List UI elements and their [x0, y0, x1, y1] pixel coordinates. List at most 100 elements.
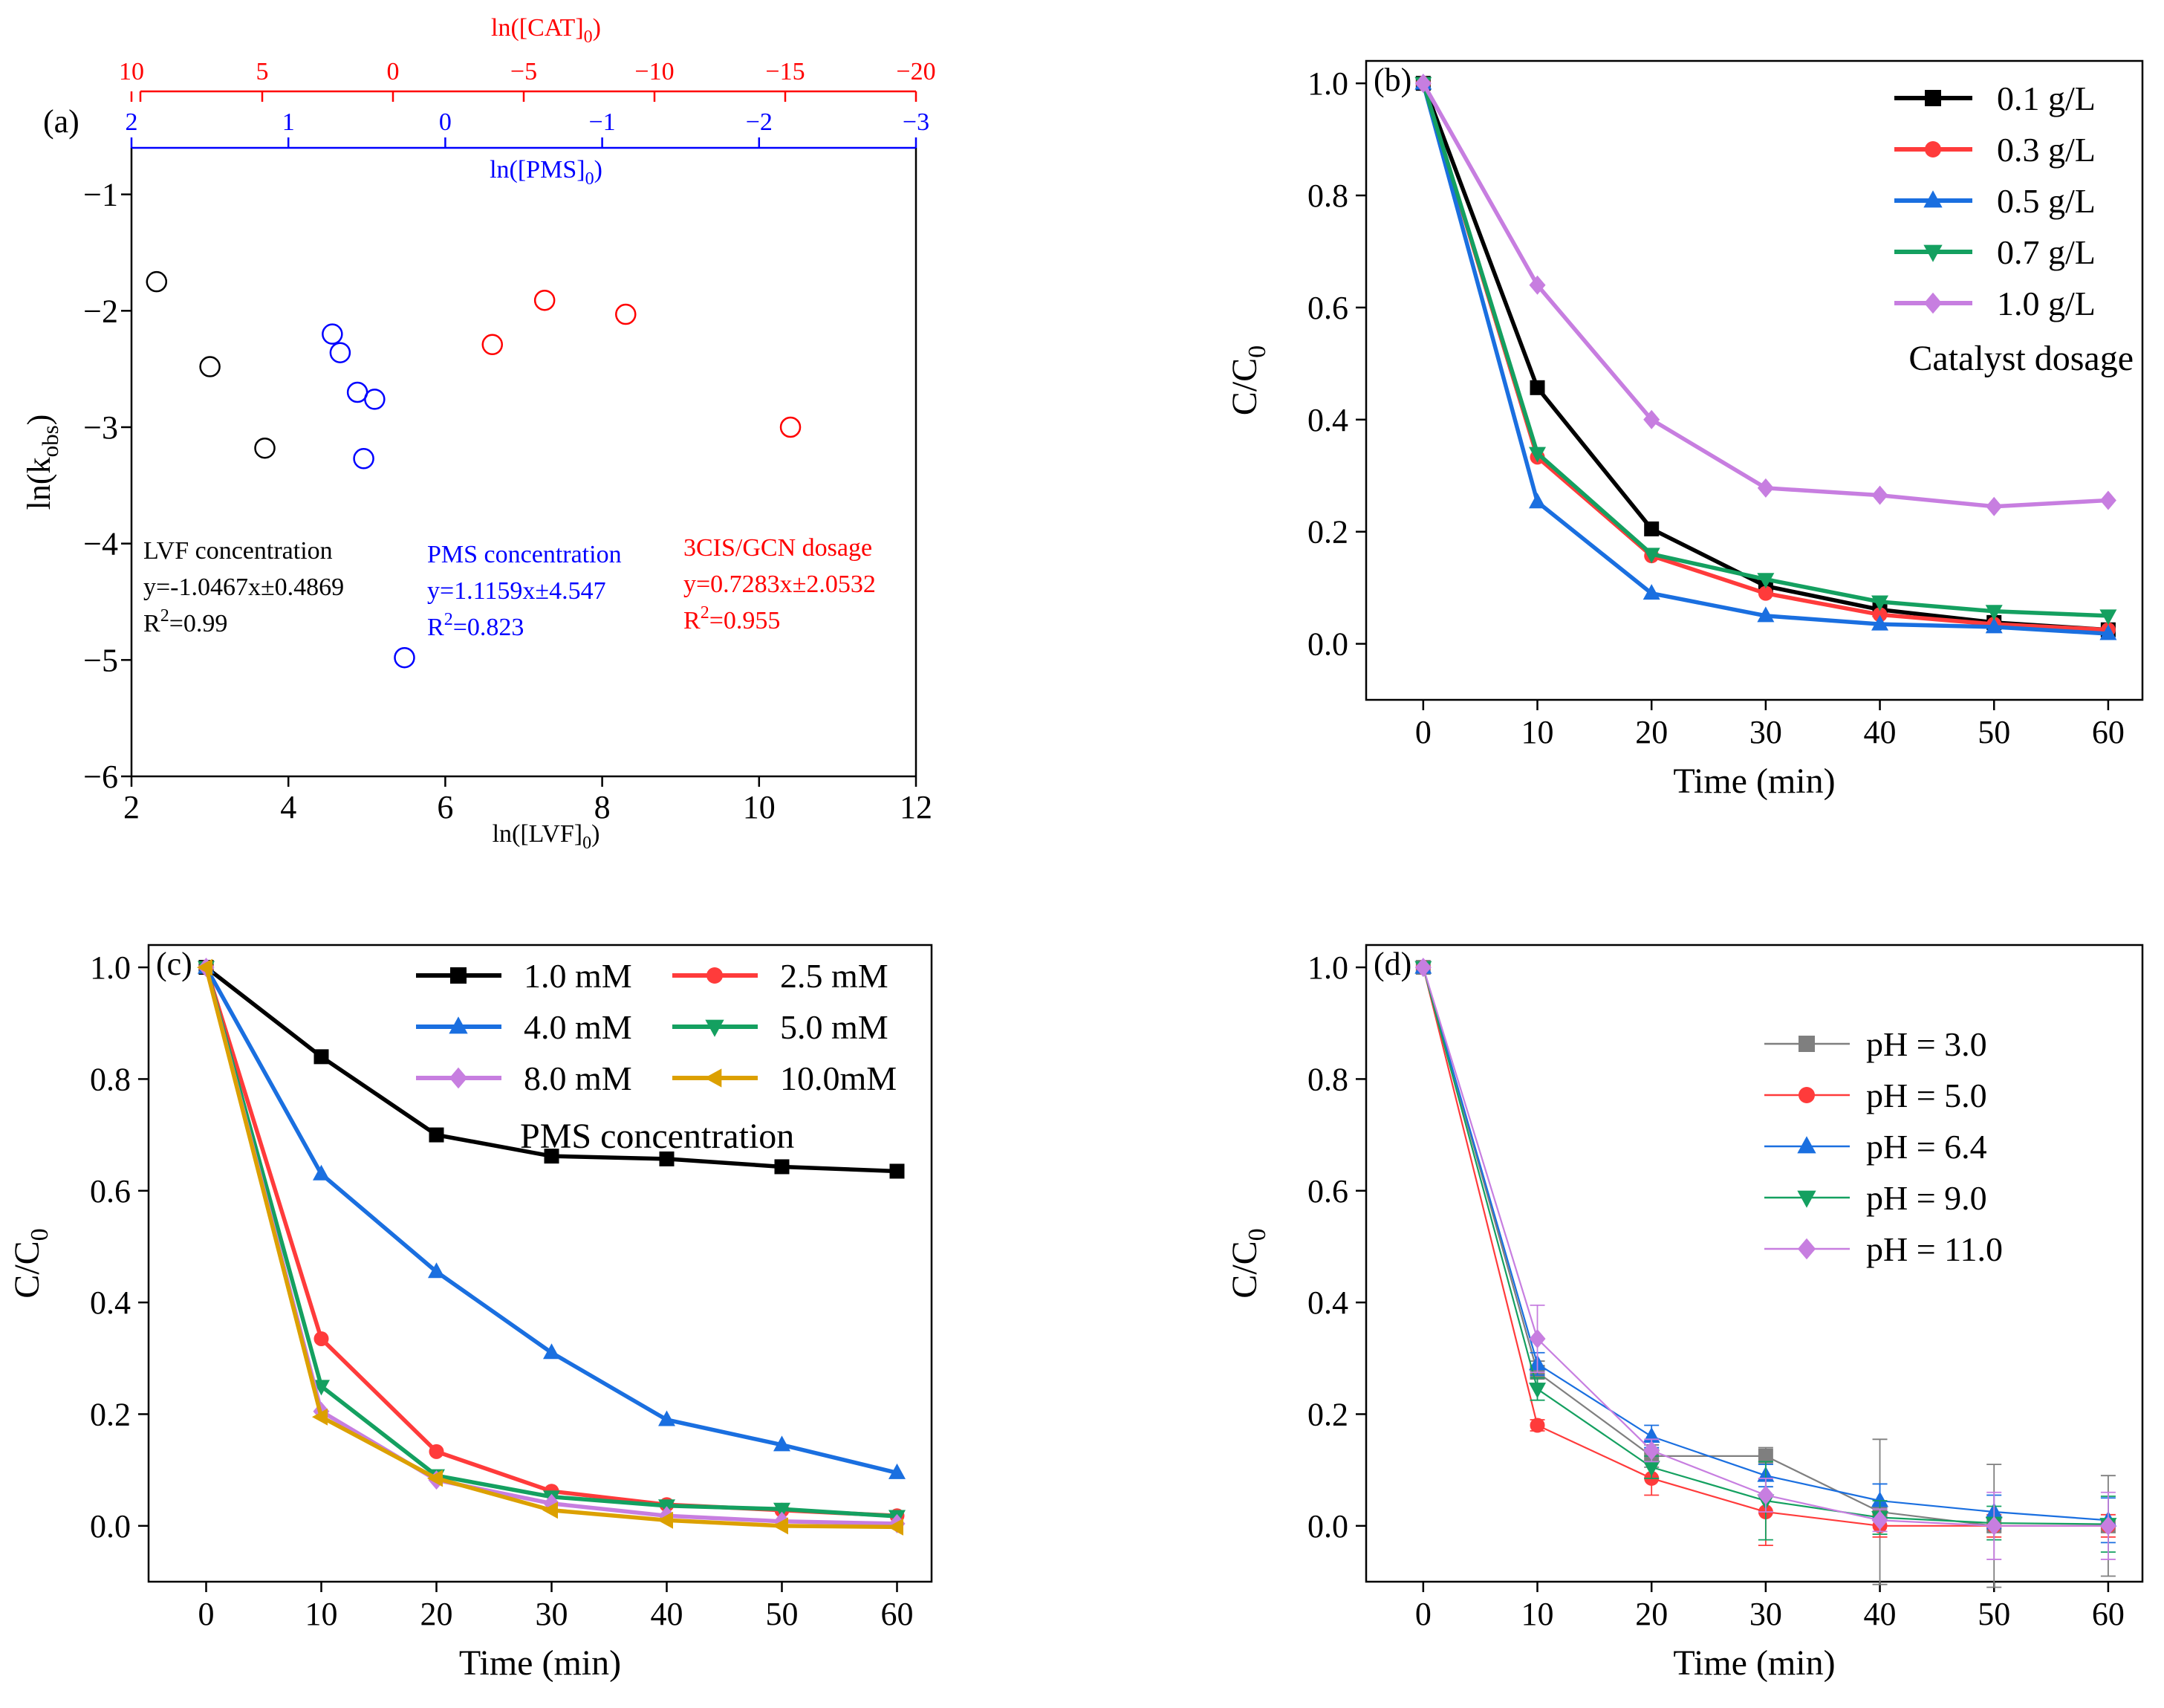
panel-a-data-point — [254, 437, 276, 459]
panel-d-legend-label: pH = 9.0 — [1866, 1179, 1987, 1217]
panel-c-data-point — [774, 1159, 790, 1175]
panel-b-y-tick-label: 0.0 — [1307, 626, 1348, 663]
panel-b-plot-frame — [1365, 59, 2144, 701]
panel-b-data-point — [1757, 573, 1775, 589]
panel-c-data-point — [658, 1410, 675, 1426]
panel-b-y-tick-label: 0.8 — [1307, 178, 1348, 214]
panel-d-legend-marker — [1797, 1238, 1816, 1260]
panel-b-x-axis-title: Time (min) — [1673, 762, 1835, 801]
panel-c-y-tick-label: 0.4 — [90, 1285, 131, 1321]
panel-d-legend-label: pH = 3.0 — [1866, 1025, 1987, 1063]
panel-b-x-tick-label: 40 — [1864, 714, 1897, 750]
panel-b-y-tick-label: 0.4 — [1307, 402, 1348, 438]
panel-b-data-point — [1985, 605, 2003, 621]
panel-a-pms-tick-label: −3 — [903, 108, 929, 136]
panel-a-data-point — [533, 289, 556, 311]
panel-d-x-tick-label: 0 — [1415, 1596, 1432, 1632]
panel-c-data-point — [313, 1164, 330, 1181]
panel-a-y-tick-label: −4 — [83, 526, 118, 562]
panel-d-data-point — [1414, 958, 1432, 978]
panel-a-annotation-title: PMS concentration — [427, 541, 622, 568]
panel-b-data-point — [1758, 585, 1773, 601]
panel-b-legend-marker — [1923, 244, 1943, 262]
panel-a-cat-tick-label: −15 — [765, 58, 805, 85]
panel-a-annotation-r2: R2=0.955 — [683, 603, 780, 634]
panel-b-legend-marker — [1923, 292, 1943, 314]
panel-d-data-point — [1529, 1328, 1546, 1348]
panel-a-pms-tick-label: −2 — [746, 108, 773, 136]
panel-a-data-point — [394, 646, 415, 669]
panel-b-data-point — [1985, 617, 2003, 634]
panel-c-legend-marker — [706, 967, 723, 984]
panel-c-legend-label: 2.5 mM — [780, 957, 888, 995]
panel-a-y-axis-title: ln(kobs) — [21, 415, 63, 510]
panel-c-data-point — [889, 1163, 905, 1179]
panel-c-legend-label: 10.0mM — [780, 1059, 897, 1097]
panel-b-legend-label: 0.3 g/L — [1997, 131, 2096, 169]
panel-a-x-tick-label: 4 — [280, 789, 296, 825]
panel-c-legend-label: 4.0 mM — [524, 1008, 632, 1046]
panel-b-legend-title: Catalyst dosage — [1908, 339, 2134, 378]
panel-c-legend-title: PMS concentration — [520, 1117, 794, 1156]
panel-d-legend-marker — [1797, 1136, 1816, 1154]
panel-b-x-tick-label: 30 — [1749, 714, 1782, 750]
panel-c-legend-marker — [449, 1016, 468, 1034]
panel-a-data-point — [353, 448, 374, 470]
panel-a-cat-axis-title: ln([CAT]0) — [491, 14, 601, 47]
panel-c-x-tick-label: 40 — [651, 1596, 683, 1632]
panel-c-data-point — [429, 1444, 444, 1459]
panel-a-data-point — [146, 270, 168, 293]
panel-d-plot-frame — [1365, 944, 2144, 1583]
panel-a-cat-tick-label: 10 — [119, 58, 144, 85]
panel-a-annotation-title: LVF concentration — [143, 537, 333, 565]
panel-b-legend-marker — [1923, 190, 1943, 208]
panel-c-panel-label: (c) — [156, 946, 192, 982]
panel-b-data-point — [1530, 380, 1545, 395]
panel-b-data-point — [1757, 478, 1774, 498]
panel-d-data-point — [2099, 1516, 2116, 1536]
panel-b-legend-label: 0.5 g/L — [1997, 182, 2096, 220]
panel-d-x-tick-label: 50 — [1978, 1596, 2010, 1632]
panel-a-annotation-equation: y=0.7283x±2.0532 — [683, 571, 876, 598]
panel-d-x-tick-label: 30 — [1749, 1596, 1782, 1632]
panel-a-x-tick-label: 12 — [900, 789, 932, 825]
panel-b-panel-label: (b) — [1374, 62, 1411, 98]
panel-b-data-point — [1986, 496, 2003, 516]
panel-b-data-point — [1871, 614, 1889, 631]
panel-a-data-point — [481, 334, 504, 356]
panel-d-data-point — [1871, 1510, 1888, 1530]
panel-b-y-tick-label: 0.2 — [1307, 514, 1348, 551]
panel-c-y-axis-title: C/C0 — [7, 1228, 53, 1298]
panel-d-data-point — [1871, 1491, 1889, 1507]
panel-a-cat-tick-label: −20 — [896, 58, 935, 85]
panel-a-y-tick-label: −1 — [83, 177, 118, 213]
panel-b-data-point — [1643, 548, 1660, 564]
panel-b-data-point — [1871, 595, 1889, 611]
panel-c-data-point — [313, 1331, 329, 1346]
panel-c-data-point — [313, 1380, 330, 1396]
panel-c-legend-marker — [705, 1019, 724, 1037]
panel-b-legend-marker — [1925, 141, 1941, 158]
panel-b-data-point — [1643, 584, 1660, 600]
panel-a-y-tick-label: −5 — [83, 642, 118, 678]
panel-d-data-point — [1530, 1418, 1545, 1433]
panel-d-x-tick-label: 20 — [1635, 1596, 1668, 1632]
panel-c-y-tick-label: 0.0 — [90, 1508, 131, 1545]
panel-a-pms-tick-label: 0 — [439, 108, 452, 136]
panel-d-legend-label: pH = 5.0 — [1866, 1077, 1987, 1114]
panel-b-x-tick-label: 50 — [1978, 714, 2010, 750]
panel-a-pms-axis-title: ln([PMS]0) — [490, 156, 602, 189]
panel-a-annotation-r2: R2=0.823 — [427, 610, 524, 641]
panel-d-data-point — [1986, 1516, 2003, 1536]
panel-d-y-tick-label: 0.2 — [1307, 1396, 1348, 1432]
panel-c-y-tick-label: 0.8 — [90, 1061, 131, 1097]
panel-d-data-point — [1757, 1485, 1774, 1505]
panel-a-data-point — [329, 342, 351, 363]
panel-a-data-point — [199, 356, 221, 377]
panel-b-y-axis-title: C/C0 — [1225, 345, 1271, 415]
panel-a-cat-tick-label: −5 — [510, 58, 537, 85]
panel-d-y-tick-label: 1.0 — [1307, 949, 1348, 986]
panel-b-data-point — [1529, 493, 1547, 509]
panel-d-data-point — [1758, 1448, 1773, 1464]
